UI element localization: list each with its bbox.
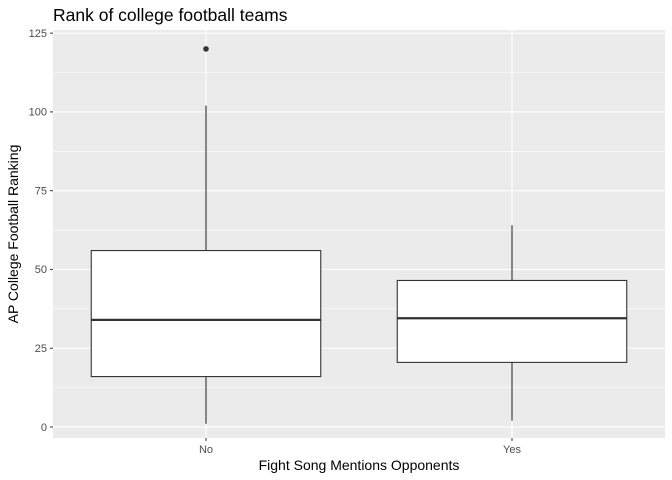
box-yes (396, 225, 628, 421)
box-no (90, 46, 322, 424)
y-axis-ticks: 0 25 50 75 100 125 (29, 28, 53, 434)
x-axis-ticks: No Yes (199, 438, 521, 456)
y-axis-title: AP College Football Ranking (5, 145, 21, 324)
x-tick-label: No (199, 444, 213, 456)
iqr-box (396, 279, 628, 363)
x-axis-title: Fight Song Mentions Opponents (259, 457, 460, 473)
y-tick-label: 75 (35, 185, 47, 197)
x-tick-label: Yes (503, 444, 521, 456)
iqr-box (90, 249, 322, 378)
y-tick-label: 50 (35, 264, 47, 276)
chart-title: Rank of college football teams (53, 5, 288, 25)
y-tick-label: 0 (41, 422, 47, 434)
y-tick-label: 25 (35, 343, 47, 355)
box-series (90, 46, 628, 424)
y-tick-label: 100 (29, 107, 47, 119)
y-tick-label: 125 (29, 28, 47, 40)
outlier-point (203, 46, 209, 52)
